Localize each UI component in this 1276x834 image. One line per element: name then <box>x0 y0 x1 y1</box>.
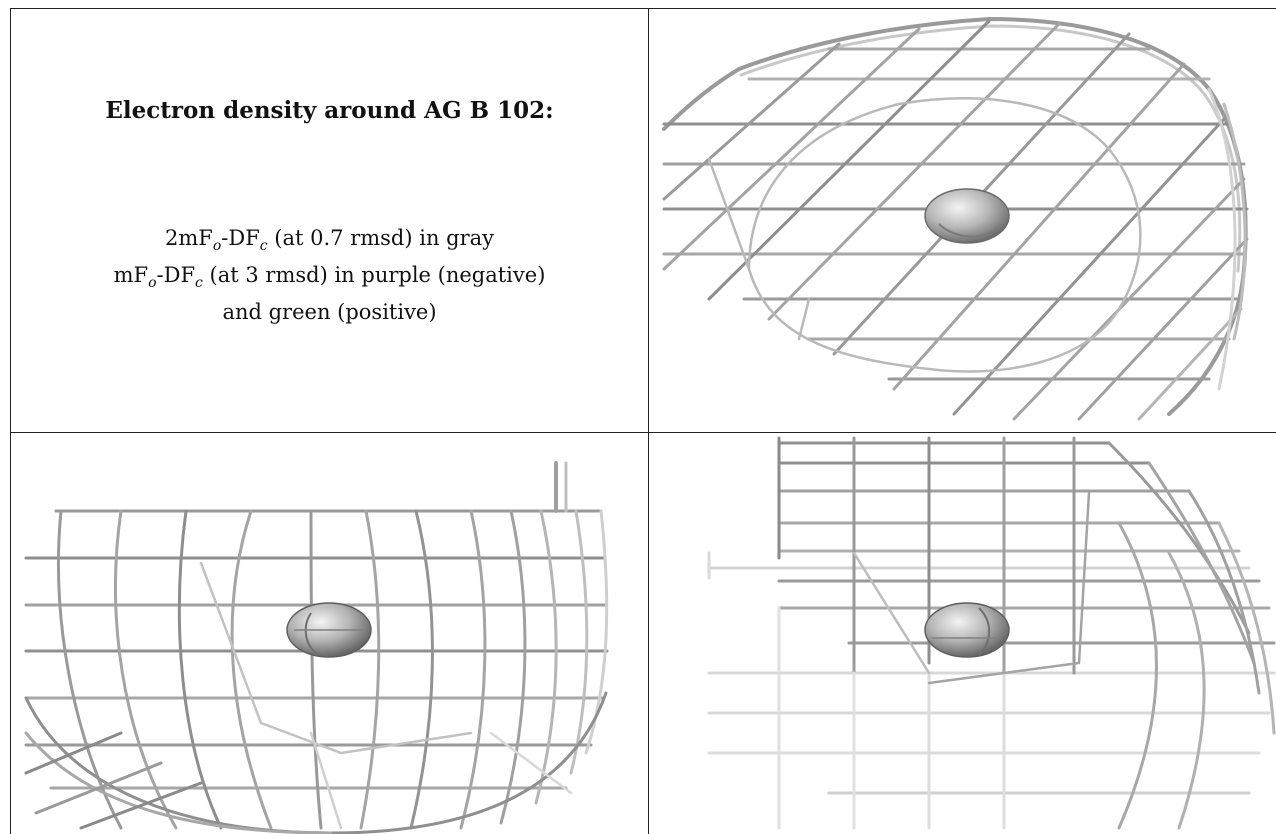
border-middle-vertical <box>648 8 649 834</box>
legend-line-2: mFo-DFc (at 3 rmsd) in purple (negative) <box>113 263 546 292</box>
density-mesh-view-1 <box>662 17 1249 421</box>
view-bottom-left <box>11 433 648 834</box>
density-mesh-view-2 <box>24 461 609 834</box>
atom-sphere <box>924 602 1010 658</box>
view-bottom-right <box>649 433 1276 834</box>
caption-cell: Electron density around AG B 102: 2mFo-D… <box>11 9 648 432</box>
density-mesh-view-3 <box>707 436 1276 830</box>
border-top <box>11 8 1276 9</box>
atom-sphere <box>924 188 1010 244</box>
figure-title: Electron density around AG B 102: <box>105 97 554 124</box>
legend-line-1: 2mFo-DFc (at 0.7 rmsd) in gray <box>164 226 495 255</box>
legend-line-3: and green (positive) <box>222 300 437 325</box>
border-middle-horizontal <box>11 432 1276 433</box>
legend-text: 2mFo-DFc (at 0.7 rmsd) in gray mFo-DFc (… <box>11 224 648 327</box>
view-top-right <box>649 9 1276 432</box>
border-left <box>10 8 11 834</box>
